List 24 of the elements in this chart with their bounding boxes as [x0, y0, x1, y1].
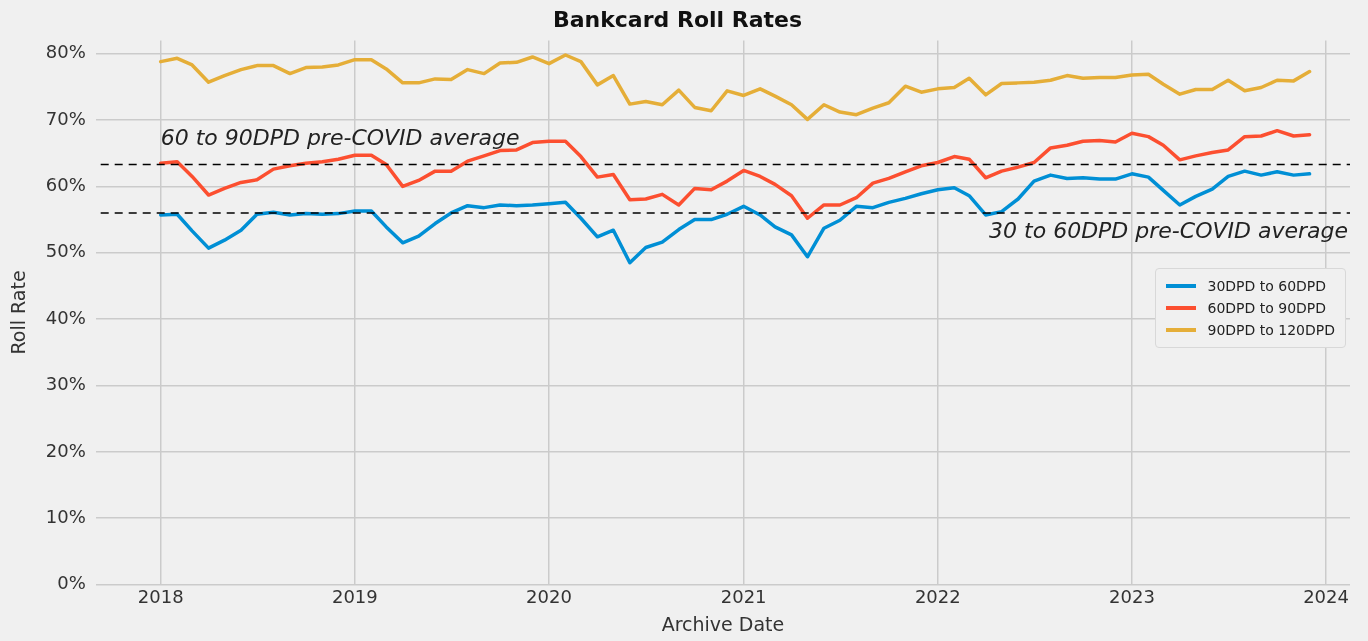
chart-title: Bankcard Roll Rates [552, 6, 803, 32]
y-axis-title: Roll Rate [7, 270, 30, 355]
legend-label: 90DPD to 120DPD [1206, 321, 1335, 340]
x-tick-label: 2023 [1109, 586, 1155, 608]
x-axis-title: Archive Date [661, 612, 785, 635]
y-tick-label: 50% [45, 240, 86, 262]
y-tick-label: 60% [45, 174, 86, 196]
x-tick-label: 2019 [331, 586, 378, 608]
ref-line-label: 30 to 60DPD pre-COVID average [989, 217, 1348, 243]
x-tick-label: 2021 [720, 586, 767, 608]
y-tick-label: 0% [57, 572, 86, 594]
x-tick-label: 2020 [526, 586, 572, 608]
legend-label: 30DPD to 60DPD [1206, 277, 1328, 296]
ref-line-label: 60 to 90DPD pre-COVID average [160, 125, 520, 151]
x-tick-label: 2024 [1303, 586, 1349, 608]
legend-label: 60DPD to 90DPD [1206, 299, 1328, 318]
y-tick-label: 40% [45, 306, 86, 328]
y-tick-label: 80% [45, 41, 86, 63]
y-tick-label: 20% [45, 439, 86, 461]
x-tick-label: 2018 [137, 586, 184, 608]
y-tick-label: 10% [45, 505, 86, 527]
x-tick-label: 2022 [914, 586, 961, 608]
y-tick-label: 70% [45, 107, 86, 129]
y-tick-label: 30% [45, 373, 86, 395]
